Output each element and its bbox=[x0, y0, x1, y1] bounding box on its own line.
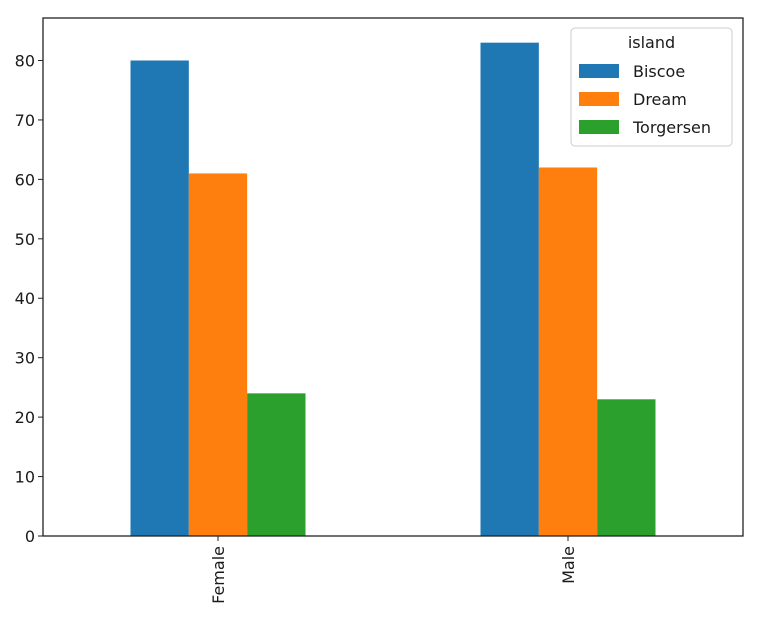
y-tick-label: 40 bbox=[15, 289, 35, 308]
y-tick-label: 80 bbox=[15, 51, 35, 70]
bar-biscoe-female bbox=[130, 60, 189, 537]
y-tick-label: 60 bbox=[15, 170, 35, 189]
y-tick-label: 30 bbox=[15, 349, 35, 368]
legend-title: island bbox=[628, 33, 675, 52]
legend-swatch-torgersen bbox=[579, 120, 619, 134]
plot-frame bbox=[42, 17, 744, 537]
legend-swatch-dream bbox=[579, 92, 619, 106]
legend-box bbox=[570, 27, 733, 147]
y-tick-label: 10 bbox=[15, 468, 35, 487]
x-tick-label-male: Male bbox=[559, 546, 578, 584]
legend-label-dream: Dream bbox=[633, 90, 687, 109]
y-axis: 0 10 20 30 40 50 60 70 80 bbox=[15, 51, 43, 546]
y-tick-label: 70 bbox=[15, 111, 35, 130]
y-tick-label: 20 bbox=[15, 408, 35, 427]
bar-biscoe-male bbox=[480, 42, 539, 537]
y-tick-label: 0 bbox=[25, 527, 35, 546]
legend-label-torgersen: Torgersen bbox=[632, 118, 711, 137]
legend-swatch-biscoe bbox=[579, 64, 619, 78]
y-tick-label: 50 bbox=[15, 230, 35, 249]
legend: island Biscoe Dream Torgersen bbox=[570, 27, 733, 147]
bar-dream-male bbox=[538, 167, 598, 536]
bar-dream-female bbox=[188, 173, 248, 536]
bar-torgersen-female bbox=[247, 393, 306, 536]
legend-label-biscoe: Biscoe bbox=[633, 62, 685, 81]
bars-layer bbox=[130, 42, 656, 537]
bar-torgersen-male bbox=[597, 399, 656, 536]
x-axis: Female Male bbox=[209, 536, 578, 604]
x-tick-label-female: Female bbox=[209, 546, 228, 604]
